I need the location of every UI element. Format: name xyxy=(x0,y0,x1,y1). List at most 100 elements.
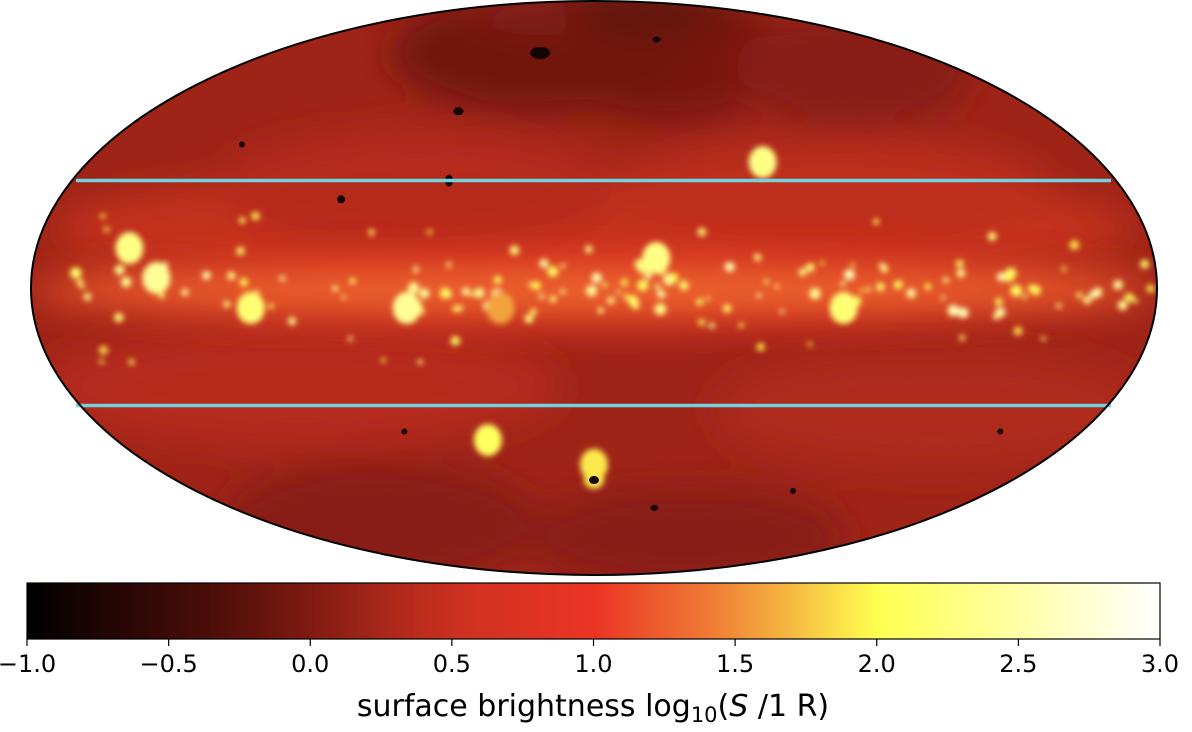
point-source xyxy=(774,284,780,289)
point-source xyxy=(524,314,534,324)
point-source xyxy=(764,279,769,284)
point-source xyxy=(114,264,125,275)
point-source xyxy=(879,262,886,269)
point-source xyxy=(992,313,1000,320)
diffuse-patch xyxy=(40,326,561,447)
point-source xyxy=(349,277,356,285)
point-source xyxy=(549,295,557,303)
colorbar-tick-label: −0.5 xyxy=(139,650,197,678)
dark-spot xyxy=(652,36,661,43)
map-outline xyxy=(30,0,1158,576)
point-source xyxy=(202,271,211,280)
point-source xyxy=(1140,259,1150,269)
point-source xyxy=(181,288,189,296)
point-source xyxy=(585,285,598,297)
dark-spot xyxy=(530,46,551,59)
point-source xyxy=(616,290,621,295)
point-source xyxy=(807,341,813,347)
point-source xyxy=(268,303,274,309)
point-source xyxy=(597,307,604,314)
point-source xyxy=(724,261,735,272)
point-source xyxy=(427,229,433,235)
point-source xyxy=(239,278,249,287)
point-source xyxy=(279,275,286,282)
point-source xyxy=(83,293,92,301)
diffuse-patch xyxy=(609,139,1050,240)
point-source xyxy=(859,288,865,293)
point-source xyxy=(532,281,541,290)
point-source xyxy=(461,287,470,296)
point-source xyxy=(1083,296,1092,305)
point-source xyxy=(128,359,135,365)
bright-sources xyxy=(70,146,1155,489)
point-source xyxy=(446,262,452,268)
bright-region xyxy=(829,292,858,325)
point-source xyxy=(1076,292,1083,299)
point-source xyxy=(866,286,871,292)
point-source xyxy=(1117,300,1128,311)
diffuse-patch xyxy=(735,8,976,129)
point-source xyxy=(420,310,425,315)
point-source xyxy=(756,342,765,352)
point-source xyxy=(80,285,85,290)
point-source xyxy=(100,213,106,219)
mollweide-map xyxy=(31,1,1157,575)
point-source xyxy=(959,334,966,341)
point-source xyxy=(850,263,855,268)
point-source xyxy=(1113,279,1123,290)
point-source xyxy=(709,322,715,329)
bright-region xyxy=(392,292,421,325)
point-source xyxy=(644,272,652,280)
colorbar-tick-label: 3.0 xyxy=(1141,650,1179,678)
point-source xyxy=(1003,271,1015,282)
dark-spot xyxy=(997,428,1004,435)
point-source xyxy=(1056,303,1062,309)
point-source xyxy=(1146,284,1155,293)
point-source xyxy=(654,303,667,316)
point-source xyxy=(947,304,960,317)
point-source xyxy=(1013,326,1023,336)
point-source xyxy=(99,345,108,355)
bright-region xyxy=(115,232,144,265)
point-source xyxy=(940,295,946,300)
point-source xyxy=(657,289,666,299)
point-source xyxy=(103,226,110,232)
colorbar-tick-label: 0.5 xyxy=(433,650,471,678)
point-source xyxy=(697,227,707,237)
colorbar-tick-label: 0.0 xyxy=(291,650,329,678)
point-source xyxy=(924,283,932,290)
point-source xyxy=(70,267,82,279)
point-source xyxy=(753,253,762,262)
point-source xyxy=(627,295,639,306)
point-source xyxy=(996,272,1006,282)
colorbar: −1.0 −0.5 0.0 0.5 1.0 1.5 2.0 2.5 3.0 surface br… xyxy=(0,582,1179,727)
dark-spot xyxy=(589,476,599,485)
dark-spot xyxy=(790,487,797,494)
point-source xyxy=(223,300,231,308)
point-source xyxy=(955,259,964,268)
point-source xyxy=(873,218,880,225)
point-source xyxy=(450,336,461,346)
point-source xyxy=(607,296,615,305)
colorbar-tick-label: −1.0 xyxy=(0,650,56,678)
point-source xyxy=(1132,298,1138,304)
point-source xyxy=(987,231,997,241)
point-source xyxy=(239,217,246,224)
point-source xyxy=(876,282,885,292)
point-source xyxy=(439,287,451,299)
point-source xyxy=(668,272,679,284)
point-source xyxy=(756,293,762,298)
diffuse-patch xyxy=(217,129,618,250)
point-source xyxy=(679,280,689,291)
point-source xyxy=(99,359,104,364)
point-source xyxy=(840,281,846,287)
bright-region xyxy=(473,424,502,457)
point-source xyxy=(493,275,502,284)
point-source xyxy=(419,288,430,299)
point-source xyxy=(602,282,608,288)
diffuse-patch xyxy=(218,463,539,575)
point-source xyxy=(942,277,949,284)
point-source xyxy=(158,292,165,299)
bright-region xyxy=(236,292,265,325)
